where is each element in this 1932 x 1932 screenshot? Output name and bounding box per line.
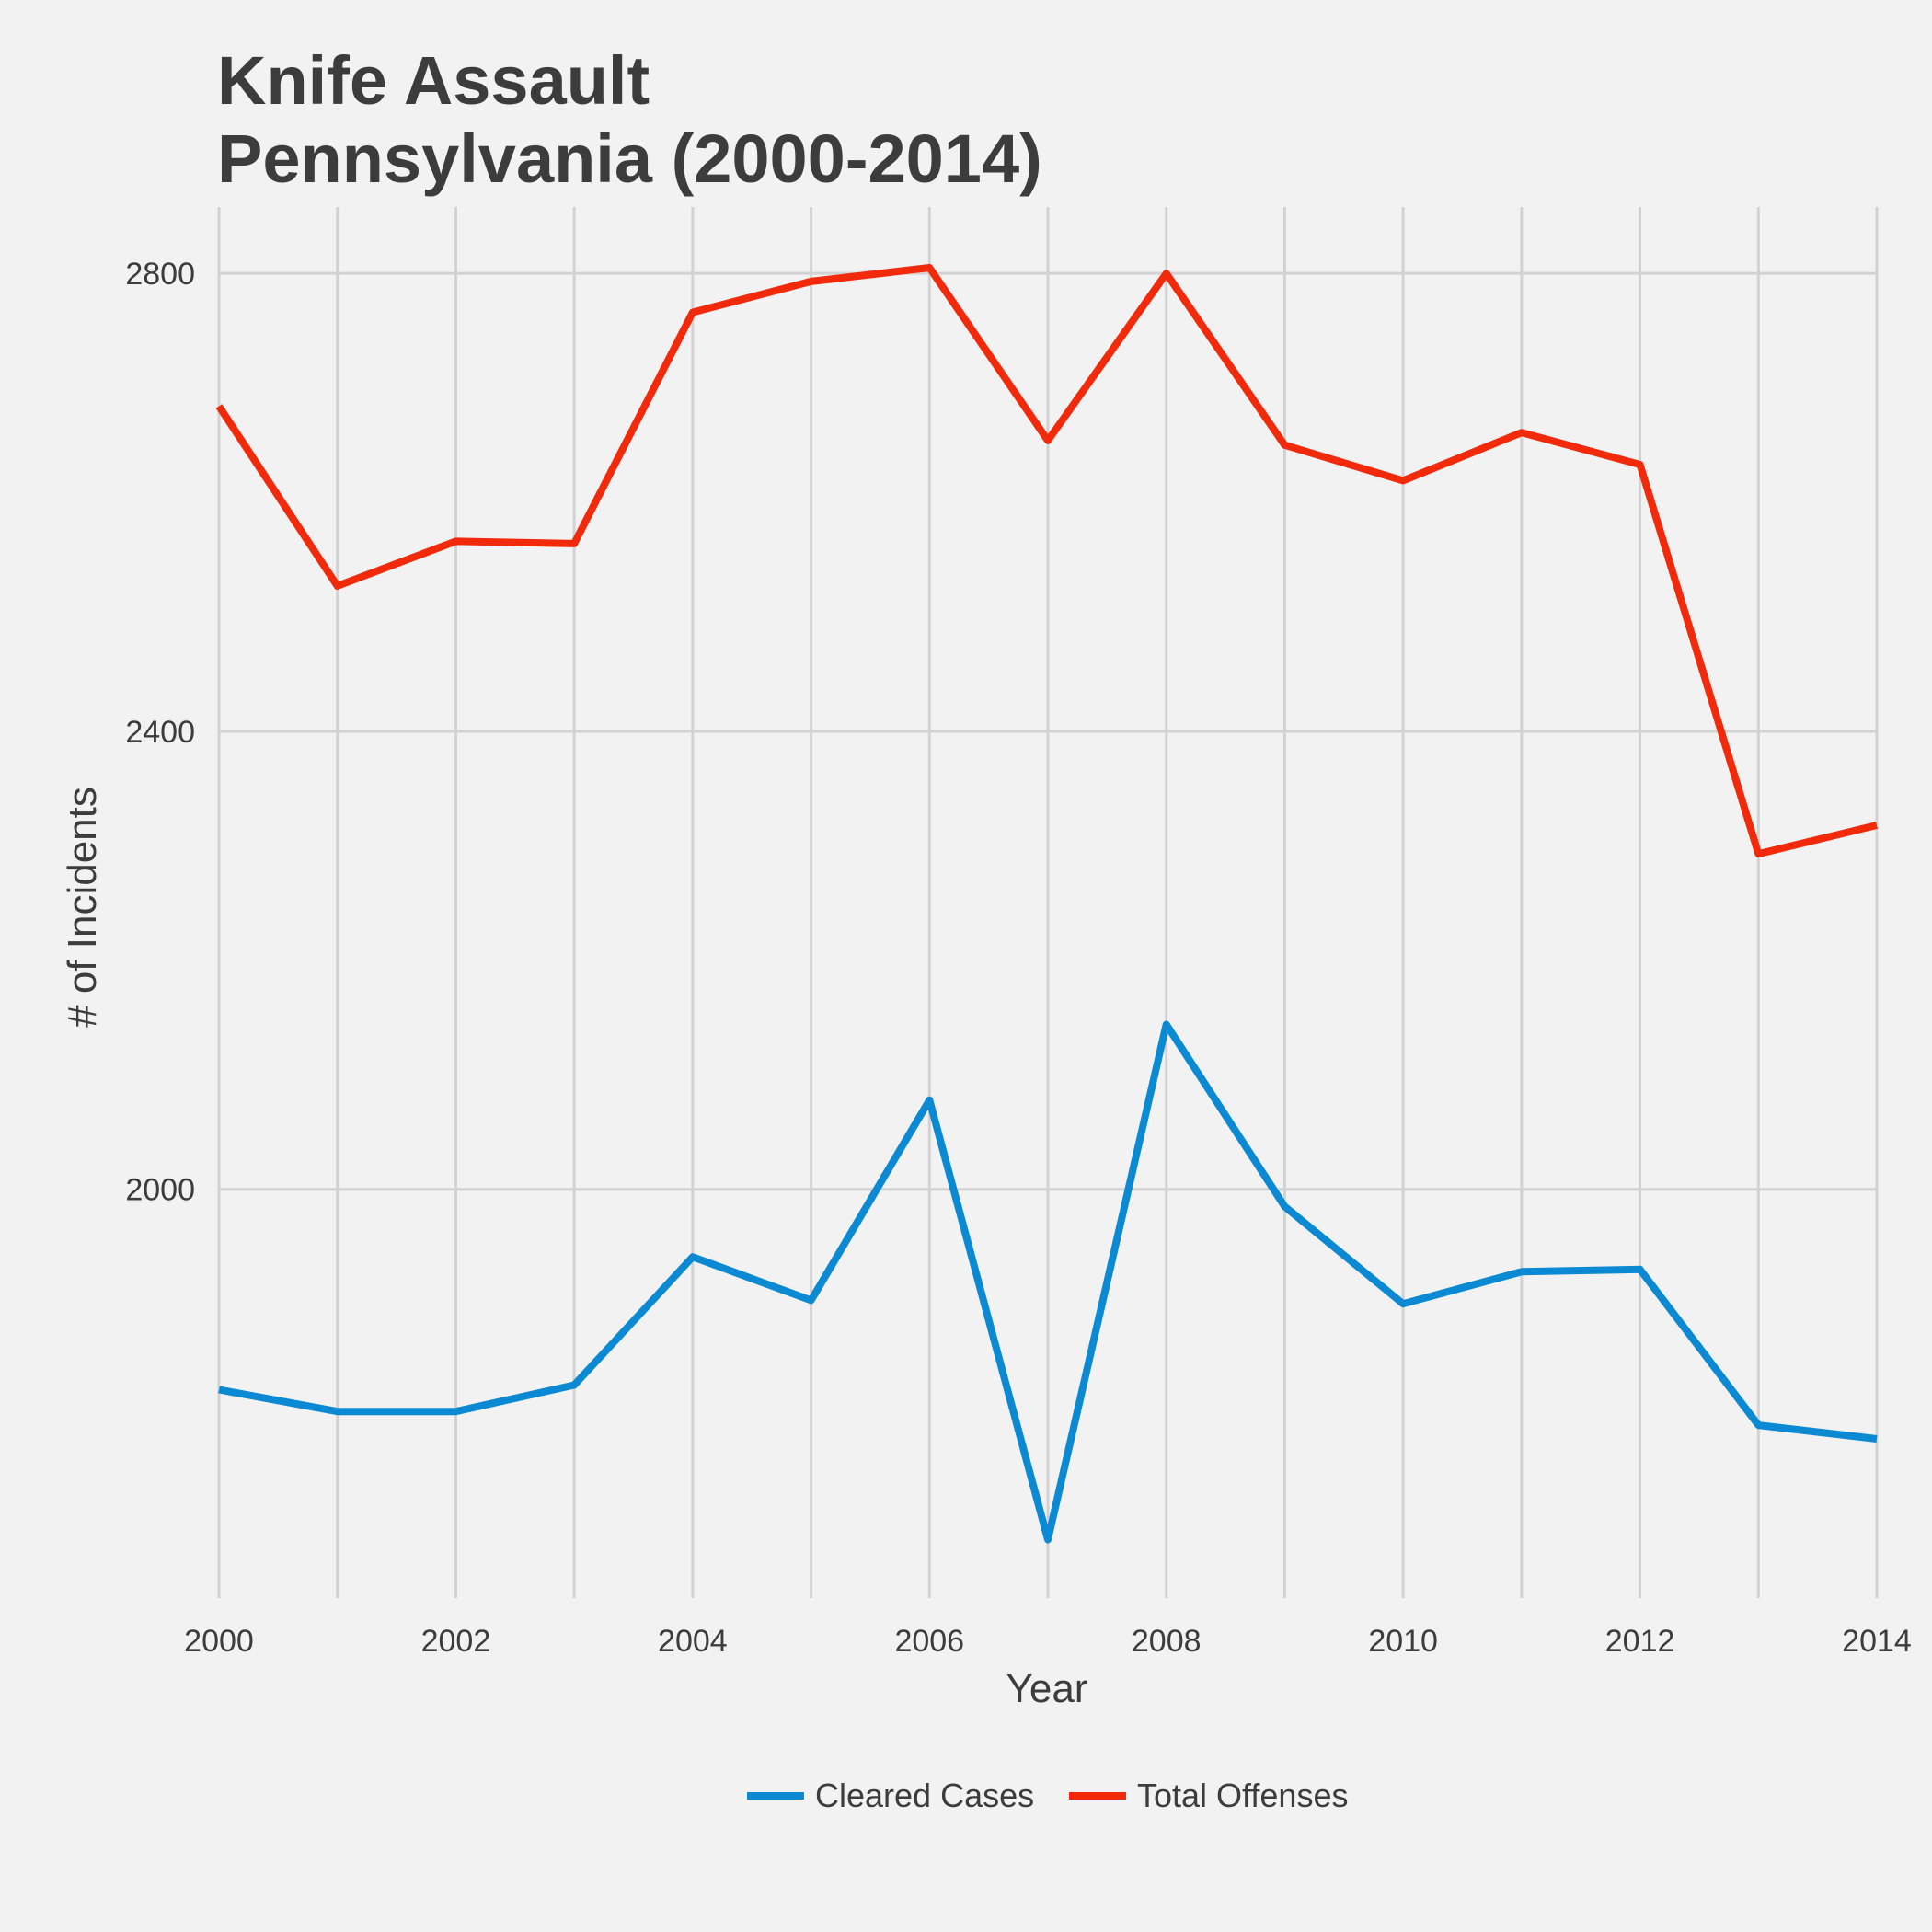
x-tick-labels: 2000 2002 2004 2006 2008 2010 2012 2014 [184, 1624, 1912, 1659]
y-tick-label: 2000 [125, 1173, 195, 1208]
x-tick-label: 2010 [1368, 1624, 1438, 1659]
legend-label: Cleared Cases [815, 1777, 1034, 1814]
x-tick-label: 2014 [1842, 1624, 1912, 1659]
x-tick-label: 2004 [658, 1624, 728, 1659]
x-tick-label: 2000 [184, 1624, 254, 1659]
series-lines [215, 264, 1878, 1544]
y-gridlines [219, 271, 1877, 1191]
legend-item-cleared-cases: Cleared Cases [747, 1777, 1034, 1814]
legend-item-total-offenses: Total Offenses [1069, 1777, 1348, 1814]
x-tick-label: 2012 [1605, 1624, 1675, 1659]
y-tick-labels: 2000 2400 2800 [125, 257, 195, 1208]
chart-title-line-1: Knife Assault [217, 42, 650, 119]
y-tick-label: 2800 [125, 257, 195, 292]
x-axis-title: Year [1006, 1666, 1088, 1711]
legend: Cleared Cases Total Offenses [747, 1777, 1348, 1814]
y-tick-label: 2400 [125, 715, 195, 750]
series-line-total-offenses [215, 264, 1878, 858]
x-tick-label: 2006 [894, 1624, 964, 1659]
series-line-cleared-cases [218, 1020, 1878, 1544]
legend-label: Total Offenses [1137, 1777, 1348, 1814]
x-gridlines [217, 207, 1879, 1598]
chart-title-line-2: Pennsylvania (2000-2014) [217, 121, 1042, 197]
y-axis-title: # of Incidents [60, 787, 105, 1028]
x-tick-label: 2002 [421, 1624, 491, 1659]
x-tick-label: 2008 [1132, 1624, 1202, 1659]
